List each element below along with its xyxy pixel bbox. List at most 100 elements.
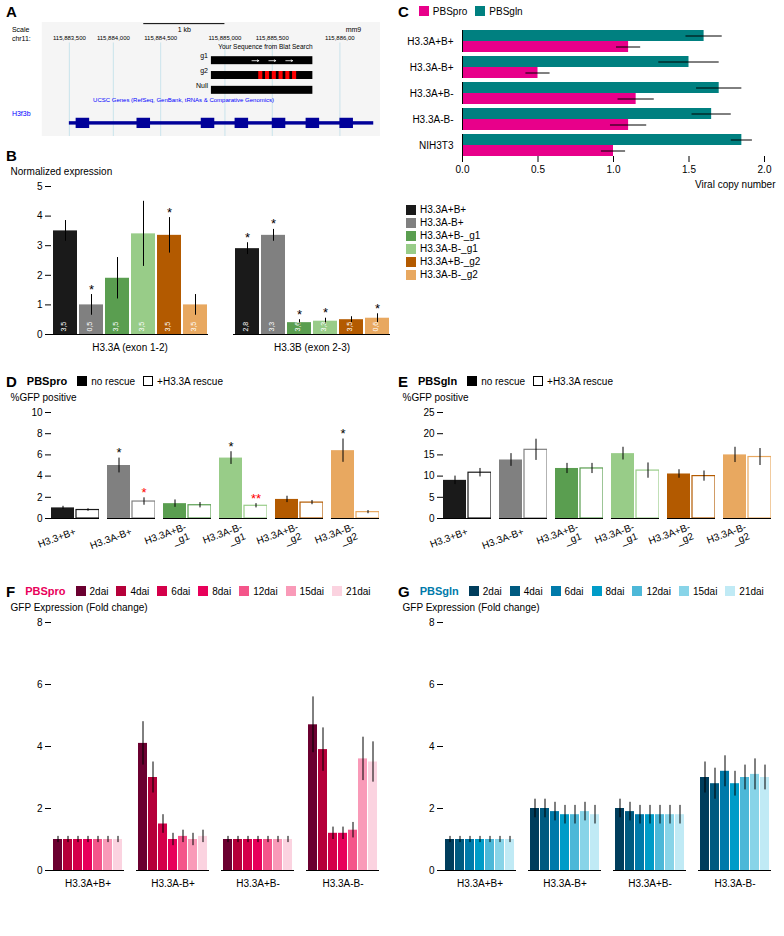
svg-text:*: * (271, 216, 276, 231)
svg-text:15: 15 (423, 449, 435, 460)
svg-text:H3.3A+B-_g2: H3.3A+B-_g2 (255, 521, 304, 556)
svg-text:UCSC Genes (RefSeq, GenBank, t: UCSC Genes (RefSeq, GenBank, tRNAs & Com… (93, 97, 274, 103)
svg-text:%GFP positive: %GFP positive (403, 392, 469, 403)
svg-text:H3.3A+B-_g1: H3.3A+B-_g1 (535, 521, 584, 556)
svg-text:H3.3A+B-_g1: H3.3A+B-_g1 (143, 521, 192, 556)
svg-text:6: 6 (37, 449, 43, 460)
svg-text:6: 6 (37, 679, 43, 690)
svg-text:H3.3A-B-_g2: H3.3A-B-_g2 (705, 521, 751, 555)
svg-text:1.0: 1.0 (607, 164, 621, 175)
svg-text:H3.3A+B+: H3.3A+B+ (65, 878, 111, 889)
svg-text:H3.3+B+: H3.3+B+ (36, 526, 77, 550)
svg-text:H3.3A-B+: H3.3A-B+ (89, 526, 134, 551)
svg-text:Your Sequence from Blat Search: Your Sequence from Blat Search (218, 43, 313, 51)
svg-text:H3.3A-B-_g1: H3.3A-B-_g1 (593, 521, 639, 555)
svg-text:0.0: 0.0 (456, 164, 470, 175)
svg-text:Normalized expression: Normalized expression (11, 166, 113, 177)
svg-text:3,5: 3,5 (112, 322, 119, 332)
svg-text:H3.3A-B-: H3.3A-B- (714, 878, 755, 889)
svg-text:H3.3A-B+: H3.3A-B+ (151, 878, 195, 889)
svg-text:115,884,500: 115,884,500 (144, 35, 178, 41)
svg-text:8: 8 (37, 617, 43, 628)
svg-text:Null: Null (196, 82, 209, 89)
svg-text:H3.3A+B-: H3.3A+B- (236, 878, 280, 889)
svg-text:2,8: 2,8 (242, 322, 249, 332)
svg-text:Scale: Scale (12, 26, 30, 33)
svg-text:0: 0 (37, 329, 43, 340)
svg-text:**: ** (251, 491, 261, 506)
svg-text:1: 1 (37, 299, 43, 310)
svg-text:*: * (297, 307, 302, 322)
svg-text:4: 4 (37, 210, 43, 221)
svg-text:H3.3A-B-_g1: H3.3A-B-_g1 (201, 521, 247, 555)
svg-text:*: * (228, 439, 233, 454)
svg-text:8: 8 (37, 428, 43, 439)
svg-text:3,5: 3,5 (60, 322, 67, 332)
svg-text:Viral copy number: Viral copy number (695, 179, 776, 190)
svg-text:3,5: 3,5 (138, 322, 145, 332)
svg-text:115,884,000: 115,884,000 (97, 35, 131, 41)
svg-text:H3.3A+B-_g2: H3.3A+B-_g2 (647, 521, 696, 556)
svg-text:4: 4 (37, 741, 43, 752)
svg-text:H3f3b: H3f3b (12, 110, 31, 117)
svg-text:20: 20 (423, 428, 435, 439)
svg-text:GFP Expression (Fold change): GFP Expression (Fold change) (403, 602, 540, 613)
svg-text:%GFP positive: %GFP positive (11, 392, 77, 403)
svg-text:5: 5 (37, 181, 43, 192)
svg-text:3,3: 3,3 (268, 322, 275, 332)
svg-text:NIH3T3: NIH3T3 (419, 140, 454, 151)
svg-text:*: * (141, 485, 146, 500)
svg-text:H3.3A-B+: H3.3A-B+ (481, 526, 526, 551)
svg-text:*: * (245, 230, 250, 245)
svg-text:2: 2 (429, 803, 435, 814)
svg-text:*: * (116, 445, 121, 460)
svg-text:3,5: 3,5 (190, 322, 197, 332)
svg-text:0.5: 0.5 (531, 164, 545, 175)
svg-text:3,5: 3,5 (164, 322, 171, 332)
svg-text:H3.3A-B+: H3.3A-B+ (410, 62, 454, 73)
svg-text:0,6: 0,6 (372, 322, 379, 332)
svg-text:*: * (323, 305, 328, 320)
svg-text:10: 10 (31, 407, 43, 418)
svg-text:H3.3A-B-: H3.3A-B- (412, 114, 453, 125)
svg-text:2: 2 (37, 270, 43, 281)
svg-text:*: * (89, 282, 94, 297)
svg-text:3,3: 3,3 (320, 322, 327, 332)
svg-text:mm9: mm9 (346, 26, 362, 33)
svg-text:2: 2 (37, 803, 43, 814)
svg-text:115,883,500: 115,883,500 (53, 35, 87, 41)
svg-text:5: 5 (429, 492, 435, 503)
svg-text:4: 4 (37, 470, 43, 481)
svg-text:1.5: 1.5 (682, 164, 696, 175)
svg-text:0: 0 (429, 513, 435, 524)
svg-text:g1: g1 (200, 52, 208, 60)
svg-text:GFP Expression (Fold change): GFP Expression (Fold change) (11, 602, 148, 613)
svg-text:*: * (167, 205, 172, 220)
svg-text:1 kb: 1 kb (178, 26, 191, 33)
svg-text:*: * (340, 426, 345, 441)
svg-text:115,885,000: 115,885,000 (208, 35, 242, 41)
svg-text:g2: g2 (200, 67, 208, 75)
svg-text:8: 8 (429, 617, 435, 628)
svg-text:10: 10 (423, 470, 435, 481)
svg-text:0: 0 (37, 513, 43, 524)
svg-text:3,6: 3,6 (294, 322, 301, 332)
svg-text:H3.3A+B+: H3.3A+B+ (457, 878, 503, 889)
svg-text:3: 3 (37, 240, 43, 251)
svg-text:0: 0 (429, 865, 435, 876)
svg-text:H3.3A-B+: H3.3A-B+ (543, 878, 587, 889)
svg-text:H3.3B (exon 2-3): H3.3B (exon 2-3) (274, 342, 350, 353)
svg-text:0,5: 0,5 (86, 322, 93, 332)
svg-text:25: 25 (423, 407, 435, 418)
svg-text:115,886,00: 115,886,00 (325, 35, 355, 41)
svg-text:2: 2 (37, 492, 43, 503)
svg-text:*: * (375, 301, 380, 316)
svg-text:H3.3A-B-_g2: H3.3A-B-_g2 (313, 521, 359, 555)
svg-text:2.0: 2.0 (758, 164, 772, 175)
svg-text:chr11:: chr11: (12, 35, 31, 42)
svg-text:H3.3A+B-: H3.3A+B- (410, 88, 454, 99)
svg-text:H3.3A+B-: H3.3A+B- (628, 878, 672, 889)
svg-text:H3.3A-B-: H3.3A-B- (322, 878, 363, 889)
svg-text:H3.3A (exon 1-2): H3.3A (exon 1-2) (92, 342, 168, 353)
svg-text:3,5: 3,5 (346, 322, 353, 332)
